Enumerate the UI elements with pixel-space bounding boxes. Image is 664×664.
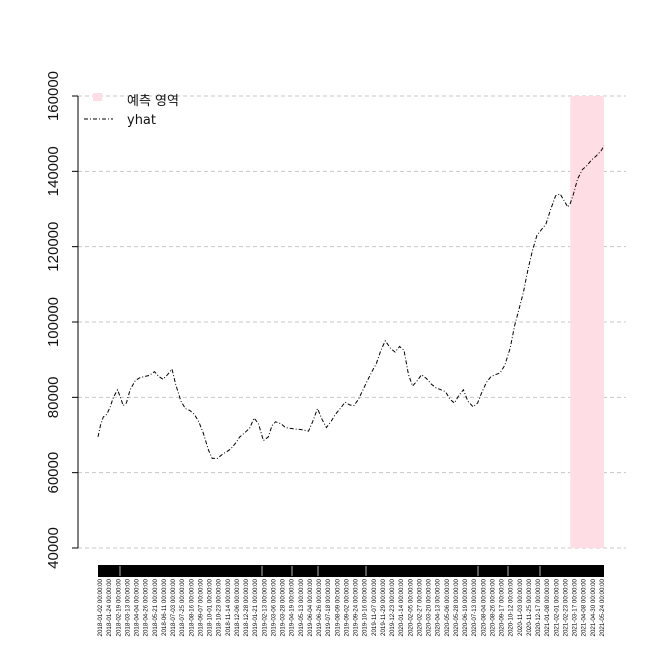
x-tick-label: 2018-12-06 00:00:00 — [234, 578, 241, 636]
x-tick-label: 2020-04-13 00:00:00 — [435, 578, 442, 636]
legend: 예측 영역 yhat — [84, 93, 179, 128]
x-tick-label: 2021-02-23 00:00:00 — [562, 578, 569, 636]
y-tick-label: 160000 — [45, 71, 62, 121]
x-tick-label: 2019-02-13 00:00:00 — [261, 578, 268, 636]
legend-label-yhat: yhat — [127, 113, 156, 128]
x-tick-label: 2018-04-04 00:00:00 — [134, 578, 141, 636]
x-tick-label: 2021-04-30 00:00:00 — [590, 578, 597, 636]
x-tick-label: 2020-10-12 00:00:00 — [508, 578, 515, 636]
x-tick-label: 2020-12-17 00:00:00 — [535, 578, 542, 636]
x-tick-label: 2019-06-26 00:00:00 — [316, 578, 323, 636]
x-tick-label: 2019-09-02 00:00:00 — [343, 578, 350, 636]
axes: 40000 60000 80000 100000 120000 140000 160000 2… — [45, 71, 606, 637]
x-tick-label: 2018-02-19 00:00:00 — [115, 578, 122, 636]
x-tick-label: 2019-04-19 00:00:00 — [289, 578, 296, 636]
x-tick-label: 2021-01-08 00:00:00 — [544, 578, 551, 636]
x-tick-band — [98, 565, 604, 577]
x-tick-label: 2018-12-28 00:00:00 — [243, 578, 250, 636]
x-tick-label: 2018-07-25 00:00:00 — [179, 578, 186, 636]
x-tick-label: 2019-12-23 00:00:00 — [389, 578, 396, 636]
forecast-region — [570, 96, 604, 548]
x-tick-label: 2019-11-29 00:00:00 — [380, 578, 387, 636]
x-tick-label: 2020-08-04 00:00:00 — [480, 578, 487, 636]
x-tick-label: 2020-11-25 00:00:00 — [526, 578, 533, 636]
x-tick-label: 2018-01-24 00:00:00 — [106, 578, 113, 636]
x-tick-label: 2018-09-07 00:00:00 — [197, 578, 204, 636]
x-tick-label: 2019-07-18 00:00:00 — [325, 578, 332, 636]
x-tick-label: 2021-02-01 00:00:00 — [553, 578, 560, 636]
x-tick-label: 2020-05-28 00:00:00 — [453, 578, 460, 636]
x-tick-label: 2019-03-06 00:00:00 — [270, 578, 277, 636]
x-tick-label: 2018-10-23 00:00:00 — [216, 578, 223, 636]
x-tick-label: 2020-02-27 00:00:00 — [416, 578, 423, 636]
x-tick-label: 2019-06-04 00:00:00 — [307, 578, 314, 636]
x-tick-label: 2019-01-21 00:00:00 — [252, 578, 259, 636]
x-tick-label: 2018-06-11 00:00:00 — [161, 578, 168, 636]
y-tick-label: 100000 — [45, 297, 62, 347]
y-tick-label: 60000 — [45, 452, 62, 494]
x-tick-label: 2019-05-13 00:00:00 — [298, 578, 305, 636]
y-tick-label: 40000 — [45, 527, 62, 569]
x-tick-label: 2020-01-14 00:00:00 — [398, 578, 405, 636]
x-tick-label: 2019-03-28 00:00:00 — [280, 578, 287, 636]
x-tick-label: 2018-08-16 00:00:00 — [188, 578, 195, 636]
x-tick-label: 2019-11-07 00:00:00 — [371, 578, 378, 636]
x-tick-label: 2018-07-03 00:00:00 — [170, 578, 177, 636]
legend-swatch-forecast — [93, 93, 102, 101]
series-line-yhat — [97, 145, 605, 459]
x-tick-label: 2018-04-26 00:00:00 — [143, 578, 150, 636]
x-tick-label: 2018-01-02 00:00:00 — [97, 578, 104, 636]
y-tick-label: 120000 — [45, 222, 62, 272]
legend-label-forecast: 예측 영역 — [127, 94, 179, 109]
x-tick-label: 2019-08-09 00:00:00 — [334, 578, 341, 636]
x-tick-label: 2021-04-08 00:00:00 — [581, 578, 588, 636]
x-tick-label: 2021-03-17 00:00:00 — [572, 578, 579, 636]
x-tick-label: 2021-05-24 00:00:00 — [599, 578, 606, 636]
x-tick-label: 2020-11-03 00:00:00 — [517, 578, 524, 636]
y-tick-label: 140000 — [45, 146, 62, 196]
x-tick-label: 2020-09-17 00:00:00 — [499, 578, 506, 636]
x-tick-label: 2018-03-13 00:00:00 — [124, 578, 131, 636]
x-tick-label: 2018-10-01 00:00:00 — [207, 578, 214, 636]
x-tick-label: 2020-06-19 00:00:00 — [462, 578, 469, 636]
x-tick-label: 2020-03-20 00:00:00 — [426, 578, 433, 636]
grid-lines — [78, 95, 626, 549]
x-tick-label: 2020-08-26 00:00:00 — [489, 578, 496, 636]
x-tick-label: 2020-07-13 00:00:00 — [471, 578, 478, 636]
forecast-region-layer — [570, 96, 604, 548]
x-tick-label: 2020-02-05 00:00:00 — [407, 578, 414, 636]
series-layer — [97, 145, 605, 459]
x-tick-label: 2019-09-24 00:00:00 — [353, 578, 360, 636]
x-tick-label: 2018-11-14 00:00:00 — [225, 578, 232, 636]
y-tick-label: 80000 — [45, 376, 62, 418]
x-tick-label: 2019-10-16 00:00:00 — [362, 578, 369, 636]
x-tick-label: 2020-05-06 00:00:00 — [444, 578, 451, 636]
x-tick-label: 2018-05-21 00:00:00 — [152, 578, 159, 636]
